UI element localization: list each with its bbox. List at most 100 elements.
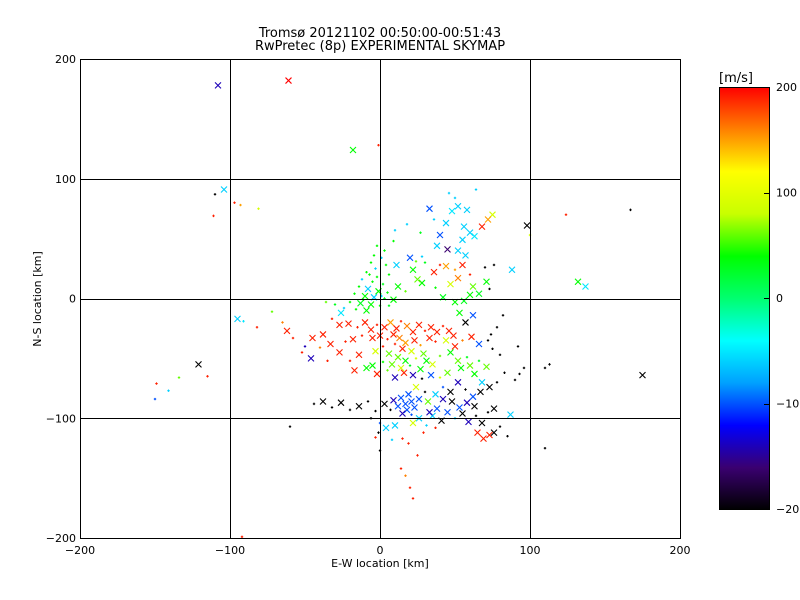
data-point-x bbox=[490, 429, 498, 437]
data-point-x bbox=[418, 279, 426, 287]
data-point-x bbox=[486, 383, 493, 391]
data-point-x bbox=[394, 353, 402, 361]
data-point-x bbox=[414, 275, 421, 283]
data-point-x bbox=[234, 315, 241, 323]
data-point-plus bbox=[386, 369, 389, 372]
y-tick-label: −200 bbox=[46, 532, 76, 545]
data-point-plus bbox=[381, 360, 385, 364]
data-point-x bbox=[399, 410, 406, 417]
data-point-x bbox=[444, 246, 451, 253]
colorbar-tick-label: 100 bbox=[776, 187, 797, 200]
data-point-plus bbox=[414, 357, 418, 360]
data-point-x bbox=[409, 371, 417, 379]
data-point-plus bbox=[405, 223, 409, 226]
data-point-x bbox=[454, 274, 462, 282]
data-point-plus bbox=[465, 355, 469, 359]
data-point-plus bbox=[291, 336, 295, 340]
x-axis-title: E-W location [km] bbox=[331, 557, 429, 570]
data-point-x bbox=[405, 390, 412, 398]
data-point-plus bbox=[474, 414, 478, 418]
data-point-x bbox=[402, 400, 409, 408]
data-point-plus bbox=[486, 411, 490, 414]
data-point-plus bbox=[438, 376, 442, 379]
data-point-x bbox=[465, 418, 472, 426]
data-point-plus bbox=[348, 300, 352, 304]
y-tick-label: 100 bbox=[55, 173, 76, 186]
data-point-x bbox=[307, 354, 315, 362]
y-tick-label: −100 bbox=[46, 412, 76, 425]
data-point-x bbox=[451, 343, 459, 350]
data-point-plus bbox=[369, 261, 373, 264]
data-point-plus bbox=[488, 287, 491, 291]
data-point-x bbox=[309, 334, 316, 342]
y-axis-title: N-S location [km] bbox=[31, 251, 44, 347]
data-point-plus bbox=[416, 454, 419, 457]
data-point-plus bbox=[255, 326, 259, 329]
colorbar-tick-label: 0 bbox=[776, 292, 783, 305]
data-point-x bbox=[463, 206, 471, 214]
colorbar bbox=[719, 87, 770, 510]
data-point-plus bbox=[333, 303, 337, 306]
data-point-plus bbox=[438, 354, 442, 358]
data-point-x bbox=[390, 331, 397, 338]
data-point-plus bbox=[411, 497, 415, 500]
data-point-x bbox=[442, 262, 450, 270]
data-point-plus bbox=[240, 535, 244, 539]
data-point-plus bbox=[506, 435, 509, 438]
data-point-x bbox=[367, 301, 375, 308]
chart-title: Tromsø 20121102 00:50:00-00:51:43 bbox=[258, 26, 502, 41]
data-point-x bbox=[439, 395, 447, 403]
data-point-plus bbox=[564, 213, 568, 216]
data-point-x bbox=[417, 365, 424, 373]
data-point-x bbox=[367, 326, 375, 334]
data-point-plus bbox=[491, 347, 494, 350]
data-markers bbox=[153, 77, 646, 539]
data-point-plus bbox=[330, 406, 334, 409]
data-point-x bbox=[409, 266, 417, 274]
y-tick-label: 200 bbox=[55, 53, 76, 66]
data-point-plus bbox=[489, 333, 493, 336]
data-point-plus bbox=[477, 359, 481, 362]
data-point-plus bbox=[468, 273, 472, 276]
data-point-plus bbox=[326, 359, 329, 362]
data-point-x bbox=[361, 292, 369, 300]
data-point-x bbox=[468, 333, 475, 341]
data-point-x bbox=[436, 231, 444, 239]
data-point-plus bbox=[408, 364, 412, 367]
data-point-plus bbox=[360, 334, 364, 337]
x-tick-label: 0 bbox=[377, 544, 384, 557]
data-point-plus bbox=[348, 359, 352, 362]
data-point-plus bbox=[348, 408, 352, 412]
data-point-x bbox=[490, 405, 498, 413]
data-point-x bbox=[451, 298, 459, 306]
data-point-x bbox=[523, 222, 531, 229]
data-point-plus bbox=[434, 426, 437, 430]
data-point-x bbox=[406, 254, 414, 262]
data-point-x bbox=[427, 371, 435, 379]
data-point-x bbox=[397, 364, 405, 372]
data-point-x bbox=[447, 348, 454, 356]
data-point-plus bbox=[464, 388, 467, 391]
grid-lines bbox=[80, 59, 680, 538]
data-point-x bbox=[430, 268, 438, 276]
data-point-plus bbox=[401, 437, 404, 440]
data-point-plus bbox=[629, 208, 632, 212]
data-point-x bbox=[394, 402, 402, 410]
data-point-x bbox=[471, 232, 478, 240]
data-point-plus bbox=[372, 254, 376, 257]
data-point-x bbox=[345, 320, 352, 328]
data-point-x bbox=[373, 370, 381, 378]
data-point-plus bbox=[381, 282, 385, 286]
data-point-plus bbox=[461, 339, 464, 342]
data-point-plus bbox=[543, 366, 547, 370]
data-point-x bbox=[388, 360, 396, 368]
data-point-plus bbox=[374, 267, 377, 270]
data-point-x bbox=[442, 337, 450, 344]
data-point-x bbox=[466, 362, 474, 369]
data-point-x bbox=[466, 229, 474, 237]
data-point-x bbox=[396, 334, 403, 342]
data-point-plus bbox=[288, 425, 292, 428]
data-point-plus bbox=[206, 375, 209, 378]
data-point-x bbox=[456, 404, 463, 411]
